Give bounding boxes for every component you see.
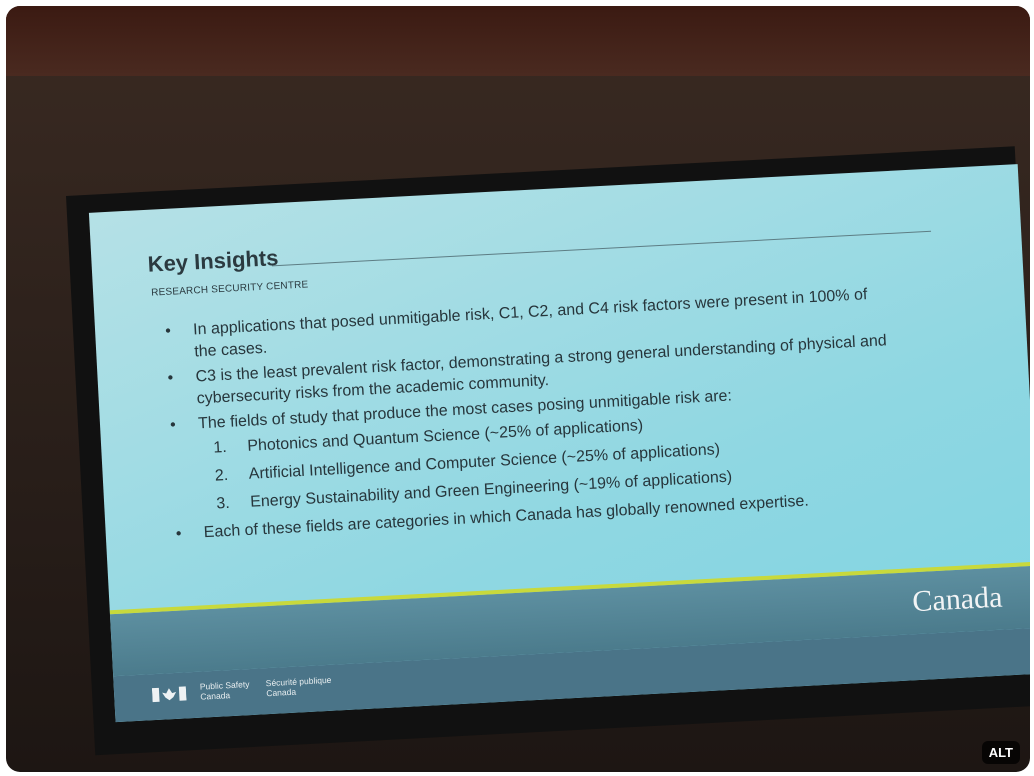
item-number: 2.: [214, 464, 249, 488]
alt-badge[interactable]: ALT: [982, 741, 1020, 764]
slide-title: Key Insights: [147, 245, 279, 278]
slide-subtitle: RESEARCH SECURITY CENTRE: [151, 279, 309, 298]
flag-symbol: [152, 684, 187, 704]
ceiling: [6, 6, 1030, 76]
canada-wordmark: Canada: [912, 581, 1004, 620]
title-rule: [272, 231, 931, 267]
department-en: Public Safety Canada: [200, 679, 251, 702]
slide-body: In applications that posed unmitigable r…: [165, 283, 896, 548]
department-fr: Sécurité publique Canada: [266, 675, 333, 698]
slide: Key Insights RESEARCH SECURITY CENTRE In…: [89, 164, 1030, 722]
photo: Key Insights RESEARCH SECURITY CENTRE In…: [6, 6, 1030, 772]
item-number: 1.: [213, 436, 248, 460]
item-number: 3.: [216, 492, 251, 516]
page: Key Insights RESEARCH SECURITY CENTRE In…: [0, 0, 1034, 776]
projector-screen: Key Insights RESEARCH SECURITY CENTRE In…: [66, 146, 1030, 755]
